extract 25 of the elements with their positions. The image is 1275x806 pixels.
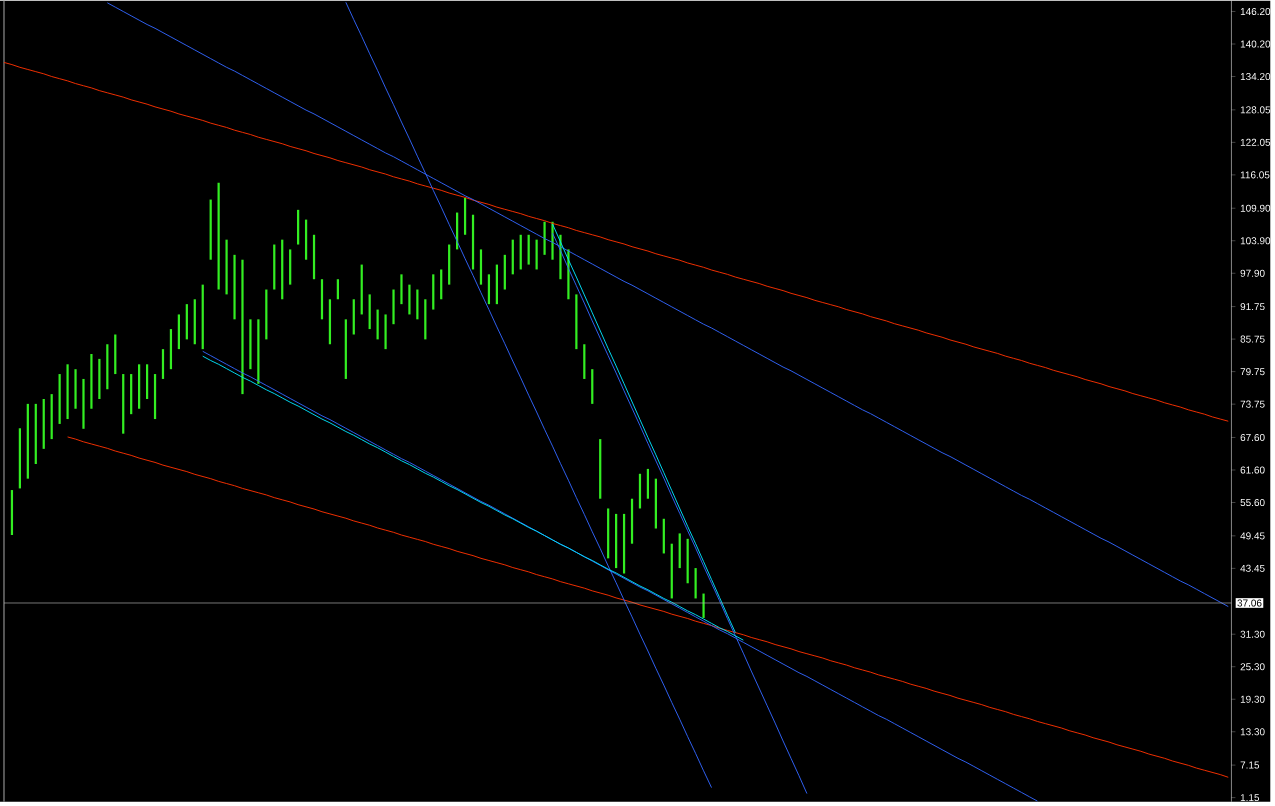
y-tick-label: 97.90 [1240,269,1265,278]
y-tick-label: 109.90 [1240,204,1271,212]
y-tick-label: 146.20 [1240,8,1271,16]
y-tick-label: 49.45 [1240,532,1265,540]
y-tick-label: 31.30 [1240,630,1265,638]
y-tick-label: 134.20 [1240,73,1271,81]
y-tick-label: 7.15 [1240,761,1260,769]
y-tick-label: 140.20 [1240,40,1271,48]
y-tick-label: 43.45 [1240,565,1265,573]
y-tick-label: 67.60 [1240,434,1265,442]
y-tick-label: 85.75 [1240,335,1265,343]
y-tick-label: 91.75 [1240,303,1265,311]
y-tick-label: 55.60 [1240,499,1265,507]
y-tick-label: 103.90 [1240,237,1271,245]
y-tick-label: 73.75 [1240,400,1265,408]
y-tick-label: 61.60 [1240,466,1265,474]
ref-line-label: 37.06 [1237,599,1262,607]
y-tick-label: 122.05 [1240,139,1271,147]
y-tick-label: 1.15 [1240,794,1260,802]
y-tick-label: 116.05 [1240,171,1270,179]
y-tick-label: 13.30 [1240,728,1265,736]
y-tick-label: 19.30 [1240,695,1265,704]
y-tick-label: 128.05 [1240,106,1271,114]
y-tick-label: 25.30 [1240,663,1265,671]
y-tick-label: 79.75 [1240,368,1265,376]
